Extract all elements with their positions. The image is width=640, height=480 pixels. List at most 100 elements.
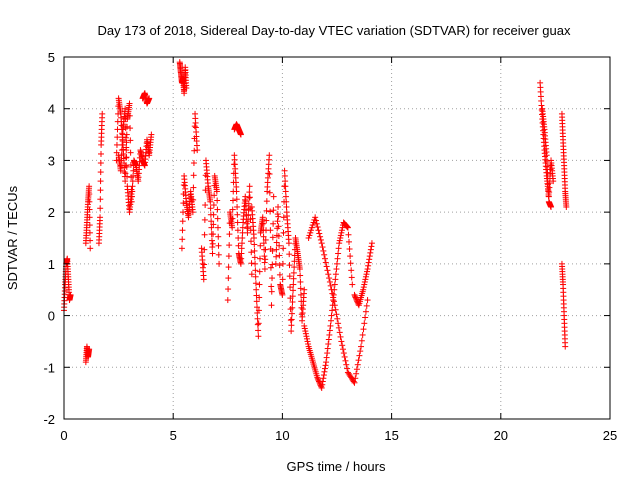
data-point-marker [321,251,328,258]
x-tick-label: 20 [494,428,508,443]
data-point-marker [274,218,281,225]
data-point-marker [119,131,126,138]
data-point-marker [270,220,277,227]
data-point-marker [276,262,283,269]
data-point-marker [346,245,353,252]
data-point-marker [117,167,124,174]
data-point-marker [368,240,375,247]
data-point-marker [286,251,293,258]
data-point-marker [339,224,346,231]
data-point-marker [330,294,337,301]
data-point-marker [224,297,231,304]
data-point-marker [290,275,297,282]
data-point-marker [327,317,334,324]
data-point-marker [215,242,222,249]
data-point-marker [362,276,369,283]
data-point-marker [318,384,325,391]
x-tick-label: 5 [170,428,177,443]
data-point-marker [99,110,106,117]
data-point-marker [122,178,129,185]
data-point-marker [201,216,208,223]
data-point-marker [297,278,304,285]
data-point-marker [237,131,244,138]
x-axis-label: GPS time / hours [287,459,386,474]
data-point-marker [126,112,133,119]
data-point-marker [337,333,344,340]
data-point-marker [238,255,245,262]
data-point-marker [288,322,295,329]
data-point-marker [281,172,288,179]
data-point-marker [123,144,130,151]
data-point-marker [297,285,304,292]
data-point-marker [343,223,350,230]
data-point-marker [179,236,186,243]
data-point-marker [344,365,351,372]
data-point-marker [327,322,334,329]
data-point-marker [124,173,131,180]
data-point-marker [239,224,246,231]
y-tick-label: 2 [48,205,55,220]
data-point-marker [335,245,342,252]
data-point-marker [321,368,328,375]
data-point-marker [290,287,297,294]
data-point-marker [341,353,348,360]
data-point-marker [252,260,259,267]
data-point-marker [280,229,287,236]
data-point-marker [348,274,355,281]
data-point-marker [297,291,304,298]
data-point-marker [368,243,375,250]
data-point-marker [365,262,372,269]
data-point-marker [327,282,334,289]
data-point-marker [86,346,93,353]
data-point-marker [118,152,125,159]
data-point-marker [201,261,208,268]
data-point-marker [346,238,353,245]
data-point-marker [97,178,104,185]
data-point-marker [209,240,216,247]
data-point-marker [320,372,327,379]
data-point-marker [253,298,260,305]
data-point-marker [367,246,374,253]
data-point-marker [319,378,326,385]
data-point-marker [122,154,129,161]
data-point-marker [261,266,268,273]
data-point-marker [210,221,217,228]
data-point-marker [362,308,369,315]
data-point-marker [86,183,93,190]
data-point-marker [347,260,354,267]
data-point-marker [321,255,328,262]
data-point-marker [322,259,329,266]
x-tick-label: 0 [60,428,67,443]
data-point-marker [127,149,134,156]
data-point-marker [179,218,186,225]
data-point-marker [256,294,263,301]
data-point-marker [288,316,295,323]
chart-title: Day 173 of 2018, Sidereal Day-to-day VTE… [97,23,571,38]
data-point-marker [282,178,289,185]
data-point-marker [548,203,555,210]
data-point-marker [353,366,360,373]
data-point-marker [210,231,217,238]
data-point-marker [86,214,93,221]
data-point-marker [257,255,264,262]
data-point-marker [276,271,283,278]
data-point-marker [276,252,283,259]
data-point-marker [361,320,368,327]
data-point-marker [201,231,208,238]
data-point-marker [268,288,275,295]
data-point-marker [97,150,104,157]
data-point-marker [208,224,215,231]
data-point-marker [544,169,551,176]
data-point-marker [118,162,125,169]
data-point-marker [260,240,267,247]
data-point-marker [319,381,326,388]
data-point-marker [122,170,129,177]
data-point-marker [273,246,280,253]
x-tick-label: 25 [603,428,617,443]
data-point-marker [267,264,274,271]
data-point-marker [255,327,262,334]
data-point-marker [325,341,332,348]
data-point-marker [86,198,93,205]
data-point-marker [207,205,214,212]
data-point-marker [550,178,557,185]
